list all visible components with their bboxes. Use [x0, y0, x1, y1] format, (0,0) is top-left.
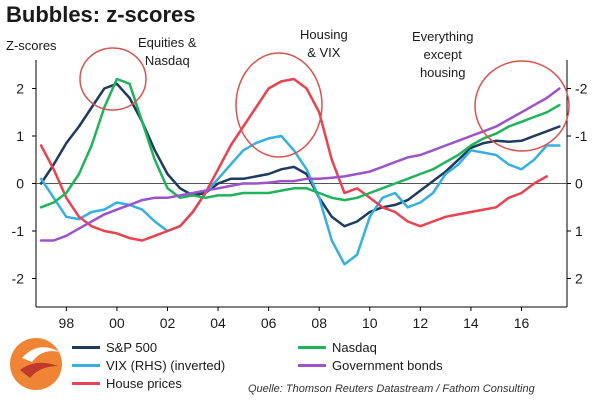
x-tick-label: 12	[413, 315, 429, 331]
fathom-logo-icon	[8, 336, 68, 397]
x-tick-label: 14	[463, 315, 479, 331]
legend-item-govt-bonds: Government bonds	[298, 356, 443, 374]
series-line-2	[39, 77, 549, 242]
legend-item-vix: VIX (RHS) (inverted)	[72, 356, 225, 374]
y-tick-label: 1	[16, 128, 24, 144]
series-line-4	[39, 87, 561, 242]
annotation-equities-line1: Equities &	[138, 35, 197, 50]
y-tick-label: -2	[12, 271, 25, 287]
legend-label-house-prices: House prices	[106, 375, 182, 391]
x-tick-label: 00	[109, 315, 125, 331]
annotation-everything-line3: housing	[419, 65, 466, 80]
x-tick-label: 10	[362, 315, 378, 331]
highlight-circle-housing	[235, 52, 323, 158]
annotation-housing: Housing & VIX	[300, 26, 348, 62]
legend-item-sp500: S&P 500	[72, 338, 225, 356]
legend-swatch-nasdaq	[298, 345, 326, 349]
y2-tick-label: -1	[575, 128, 588, 144]
annotation-everything: Everything except housing	[412, 28, 473, 82]
annotation-everything-line2: except	[423, 47, 462, 62]
legend-item-nasdaq: Nasdaq	[298, 338, 443, 356]
annotation-equities: Equities & Nasdaq	[138, 34, 197, 70]
series-line-0	[39, 82, 561, 228]
x-tick-label: 16	[514, 315, 530, 331]
chart-title: Bubbles: z-scores	[6, 2, 196, 27]
source-note: Quelle: Thomson Reuters Datastream / Fat…	[248, 383, 535, 395]
y-tick-label: -1	[12, 223, 25, 239]
highlight-circle-everything	[474, 60, 570, 152]
series-line-3	[39, 77, 561, 209]
legend-label-govt-bonds: Government bonds	[332, 357, 443, 373]
legend-swatch-house-prices	[72, 381, 100, 385]
y-axis-label: Z-scores	[6, 38, 57, 53]
legend-label-sp500: S&P 500	[106, 339, 158, 355]
x-tick-label: 02	[160, 315, 176, 331]
x-tick-label: 06	[261, 315, 277, 331]
annotation-equities-line2: Nasdaq	[144, 53, 190, 68]
series-line-1	[39, 134, 561, 266]
legend-right: Nasdaq Government bonds	[298, 338, 443, 374]
legend-swatch-sp500	[72, 345, 100, 349]
y2-tick-label: 1	[575, 223, 583, 239]
legend-label-nasdaq: Nasdaq	[332, 339, 377, 355]
legend-swatch-vix	[72, 363, 100, 367]
highlight-circle-equities	[79, 47, 147, 111]
y2-tick-label: -2	[575, 81, 588, 97]
legend-label-vix: VIX (RHS) (inverted)	[106, 357, 226, 373]
legend-left: S&P 500 VIX (RHS) (inverted) House price…	[72, 338, 225, 392]
x-tick-label: 04	[210, 315, 226, 331]
y2-tick-label: 2	[575, 271, 583, 287]
legend-swatch-govt-bonds	[298, 363, 326, 367]
y2-tick-label: 0	[575, 176, 583, 192]
annotation-housing-line1: Housing	[300, 27, 348, 42]
annotation-housing-line2: & VIX	[307, 45, 341, 60]
x-tick-label: 08	[311, 315, 327, 331]
annotation-everything-line1: Everything	[412, 29, 474, 44]
legend-item-house-prices: House prices	[72, 374, 225, 392]
y-tick-label: 0	[16, 176, 24, 192]
y-tick-label: 2	[16, 81, 24, 97]
x-tick-label: 98	[59, 315, 75, 331]
